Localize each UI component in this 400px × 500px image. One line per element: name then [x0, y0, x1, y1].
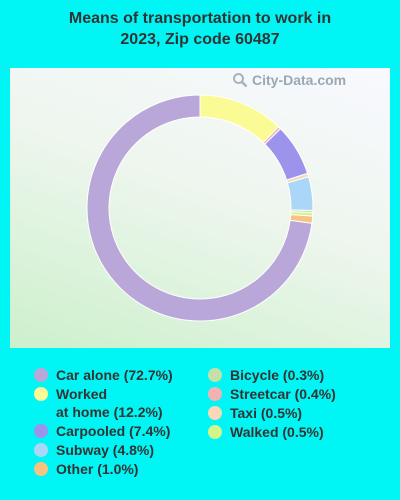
- legend-item-left-0: Car alone (72.7%): [34, 366, 173, 384]
- legend-item-left-4: Other (1.0%): [34, 460, 138, 478]
- legend-swatch: [208, 406, 222, 420]
- donut-slice-8: [289, 214, 314, 224]
- donut-slice-1: [199, 94, 280, 144]
- legend-label: Subway (4.8%): [56, 442, 155, 458]
- chart-title-line2: 2023, Zip code 60487: [120, 31, 280, 48]
- legend-label: Walked (0.5%): [230, 424, 324, 440]
- legend-item-left-3: Subway (4.8%): [34, 441, 154, 459]
- legend-item-left-1: Worked at home (12.2%): [34, 385, 163, 421]
- legend-item-right-3: Walked (0.5%): [208, 423, 324, 441]
- legend-label: Car alone (72.7%): [56, 367, 173, 383]
- donut-slice-0: [86, 94, 313, 322]
- magnifier-icon: [233, 73, 248, 88]
- legend-swatch: [208, 425, 222, 439]
- legend-item-right-2: Taxi (0.5%): [208, 404, 302, 422]
- legend-item-left-2: Carpooled (7.4%): [34, 422, 170, 440]
- chart-title-line1: Means of transportation to work in: [68, 10, 332, 27]
- legend-swatch: [34, 443, 48, 457]
- legend-label: Streetcar (0.4%): [230, 386, 336, 402]
- watermark: City-Data.com: [232, 72, 346, 88]
- legend-swatch: [208, 368, 222, 382]
- legend-swatch: [34, 387, 48, 401]
- legend-item-right-1: Streetcar (0.4%): [208, 385, 336, 403]
- watermark-text: City-Data.com: [252, 72, 347, 88]
- legend-swatch: [34, 424, 48, 438]
- legend-swatch: [208, 387, 222, 401]
- legend-item-right-0: Bicycle (0.3%): [208, 366, 324, 384]
- legend-label: Taxi (0.5%): [230, 405, 303, 421]
- legend-label: Bicycle (0.3%): [230, 367, 325, 383]
- legend-label: Other (1.0%): [56, 461, 139, 477]
- donut-slice-5: [286, 176, 314, 212]
- legend-label: Carpooled (7.4%): [56, 423, 171, 439]
- legend-swatch: [34, 368, 48, 382]
- legend-label: Worked at home (12.2%): [56, 386, 163, 420]
- legend-swatch: [34, 462, 48, 476]
- chart-title: Means of transportation to work in 2023,…: [0, 8, 400, 50]
